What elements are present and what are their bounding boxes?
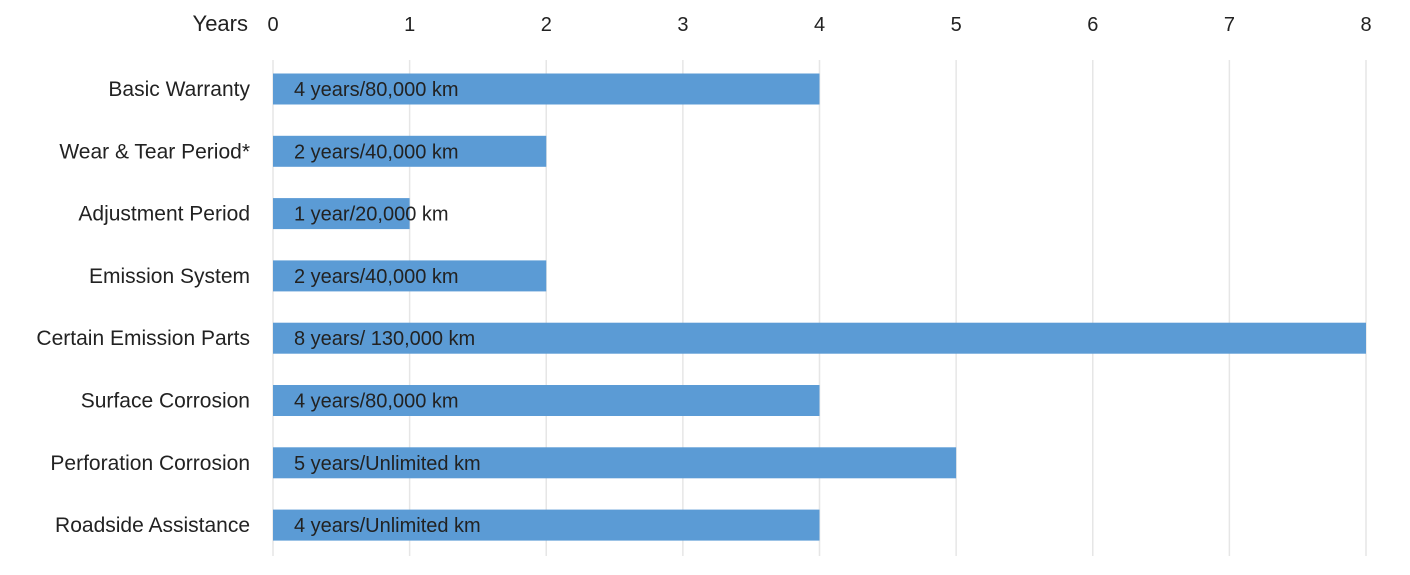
bar	[273, 260, 547, 292]
bar	[273, 322, 1366, 354]
data-label: 2 years/40,000 km	[294, 266, 459, 288]
x-tick-label: 1	[404, 14, 415, 36]
x-tick-label: 4	[814, 14, 825, 36]
bar	[273, 447, 957, 479]
category-label: Emission System	[89, 265, 250, 288]
x-tick-label: 3	[677, 14, 688, 36]
data-label: 2 years/40,000 km	[294, 141, 459, 163]
grid-layer	[272, 60, 1367, 556]
x-tick-label: 7	[1224, 14, 1235, 36]
bar	[273, 198, 410, 230]
category-label: Perforation Corrosion	[50, 452, 250, 475]
category-label: Adjustment Period	[78, 203, 250, 226]
bar	[273, 509, 820, 541]
category-label: Basic Warranty	[108, 78, 250, 101]
data-label: 1 year/20,000 km	[294, 204, 449, 226]
x-tick-label: 6	[1087, 14, 1098, 36]
category-label: Certain Emission Parts	[36, 327, 250, 350]
category-labels: Basic Warranty Wear & Tear Period* Adjustm…	[36, 78, 250, 537]
x-tick-label: 2	[541, 14, 552, 36]
bar	[273, 135, 547, 167]
bar	[273, 73, 820, 105]
x-tick-label: 8	[1360, 14, 1371, 36]
data-label: 8 years/ 130,000 km	[294, 328, 475, 350]
category-label: Roadside Assistance	[55, 514, 250, 537]
x-tick-labels: 0 1 2 3 4 5 6 7 8	[267, 14, 1371, 36]
bar	[273, 385, 820, 416]
category-label: Surface Corrosion	[81, 390, 250, 413]
data-label: 4 years/80,000 km	[294, 391, 459, 413]
category-label: Wear & Tear Period*	[59, 140, 250, 163]
x-axis-title: Years	[193, 11, 248, 36]
x-tick-label: 0	[267, 14, 278, 36]
data-label: 4 years/80,000 km	[294, 79, 459, 101]
data-label: 5 years/Unlimited km	[294, 453, 481, 475]
x-tick-label: 5	[951, 14, 962, 36]
bars	[273, 73, 1366, 541]
data-label: 4 years/Unlimited km	[294, 515, 481, 537]
data-labels: 4 years/80,000 km 2 years/40,000 km 1 year…	[294, 79, 481, 537]
